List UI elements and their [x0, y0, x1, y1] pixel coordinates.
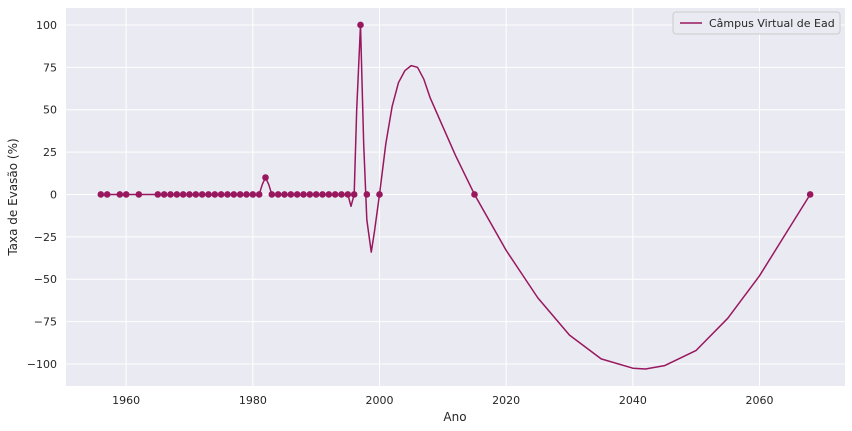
data-point: [116, 191, 124, 198]
data-point: [211, 191, 219, 198]
data-point: [122, 191, 130, 198]
data-point: [312, 191, 320, 198]
legend: Câmpus Virtual de Ead: [672, 11, 841, 35]
legend-label: Câmpus Virtual de Ead: [709, 17, 835, 30]
data-point: [217, 191, 225, 198]
grid-lines: [66, 8, 845, 386]
data-point: [167, 191, 174, 198]
data-point: [306, 191, 314, 198]
y-tick-label: −75: [34, 316, 57, 329]
data-point: [281, 191, 288, 198]
y-axis-ticks: −100 −75 −50 −25 0 25 50 75 100: [27, 19, 57, 371]
data-point: [236, 191, 244, 198]
data-point: [357, 21, 364, 29]
data-point: [350, 191, 358, 198]
data-point: [97, 191, 105, 198]
data-point: [154, 191, 162, 198]
data-point: [160, 191, 168, 198]
data-point: [471, 191, 478, 198]
series-layer: [97, 21, 814, 370]
data-point: [173, 191, 181, 198]
data-point: [331, 191, 339, 198]
data-point: [262, 174, 269, 181]
data-point: [319, 191, 326, 198]
data-point: [249, 191, 257, 198]
data-point: [205, 191, 212, 198]
data-point: [376, 191, 383, 198]
data-point: [338, 191, 345, 198]
data-point: [325, 191, 333, 198]
x-axis-title: Ano: [443, 410, 466, 424]
data-point: [293, 191, 301, 198]
y-tick-label: −100: [27, 358, 57, 371]
data-point: [255, 191, 263, 198]
series-line: [100, 24, 811, 370]
x-tick-label: 2000: [366, 394, 394, 407]
data-point: [198, 191, 206, 198]
data-point: [344, 191, 352, 198]
y-tick-label: 75: [43, 61, 57, 74]
y-axis-title: Taxa de Evasão (%): [6, 138, 20, 256]
data-point: [192, 191, 200, 198]
data-point: [103, 191, 111, 198]
x-axis-ticks: 1960 1980 2000 2020 2040 2060: [112, 394, 773, 407]
x-tick-label: 1980: [239, 394, 267, 407]
data-point: [300, 191, 307, 198]
legend-box: [672, 11, 841, 35]
x-tick-label: 1960: [112, 394, 140, 407]
y-tick-label: 100: [36, 19, 57, 32]
data-point: [230, 191, 238, 198]
x-tick-label: 2020: [492, 394, 520, 407]
y-tick-label: −25: [34, 231, 57, 244]
data-point: [186, 191, 193, 198]
data-point: [179, 191, 187, 198]
data-point: [363, 191, 371, 198]
data-point: [806, 191, 814, 198]
y-tick-label: 50: [43, 104, 57, 117]
y-tick-label: 25: [43, 146, 57, 159]
data-point: [268, 191, 276, 198]
data-point: [274, 191, 282, 198]
data-point: [224, 191, 231, 198]
y-tick-label: 0: [50, 188, 57, 201]
x-tick-label: 2040: [619, 394, 647, 407]
y-tick-label: −50: [34, 273, 57, 286]
data-point: [135, 191, 143, 198]
data-point: [243, 191, 250, 198]
data-point: [287, 191, 295, 198]
x-tick-label: 2060: [746, 394, 774, 407]
